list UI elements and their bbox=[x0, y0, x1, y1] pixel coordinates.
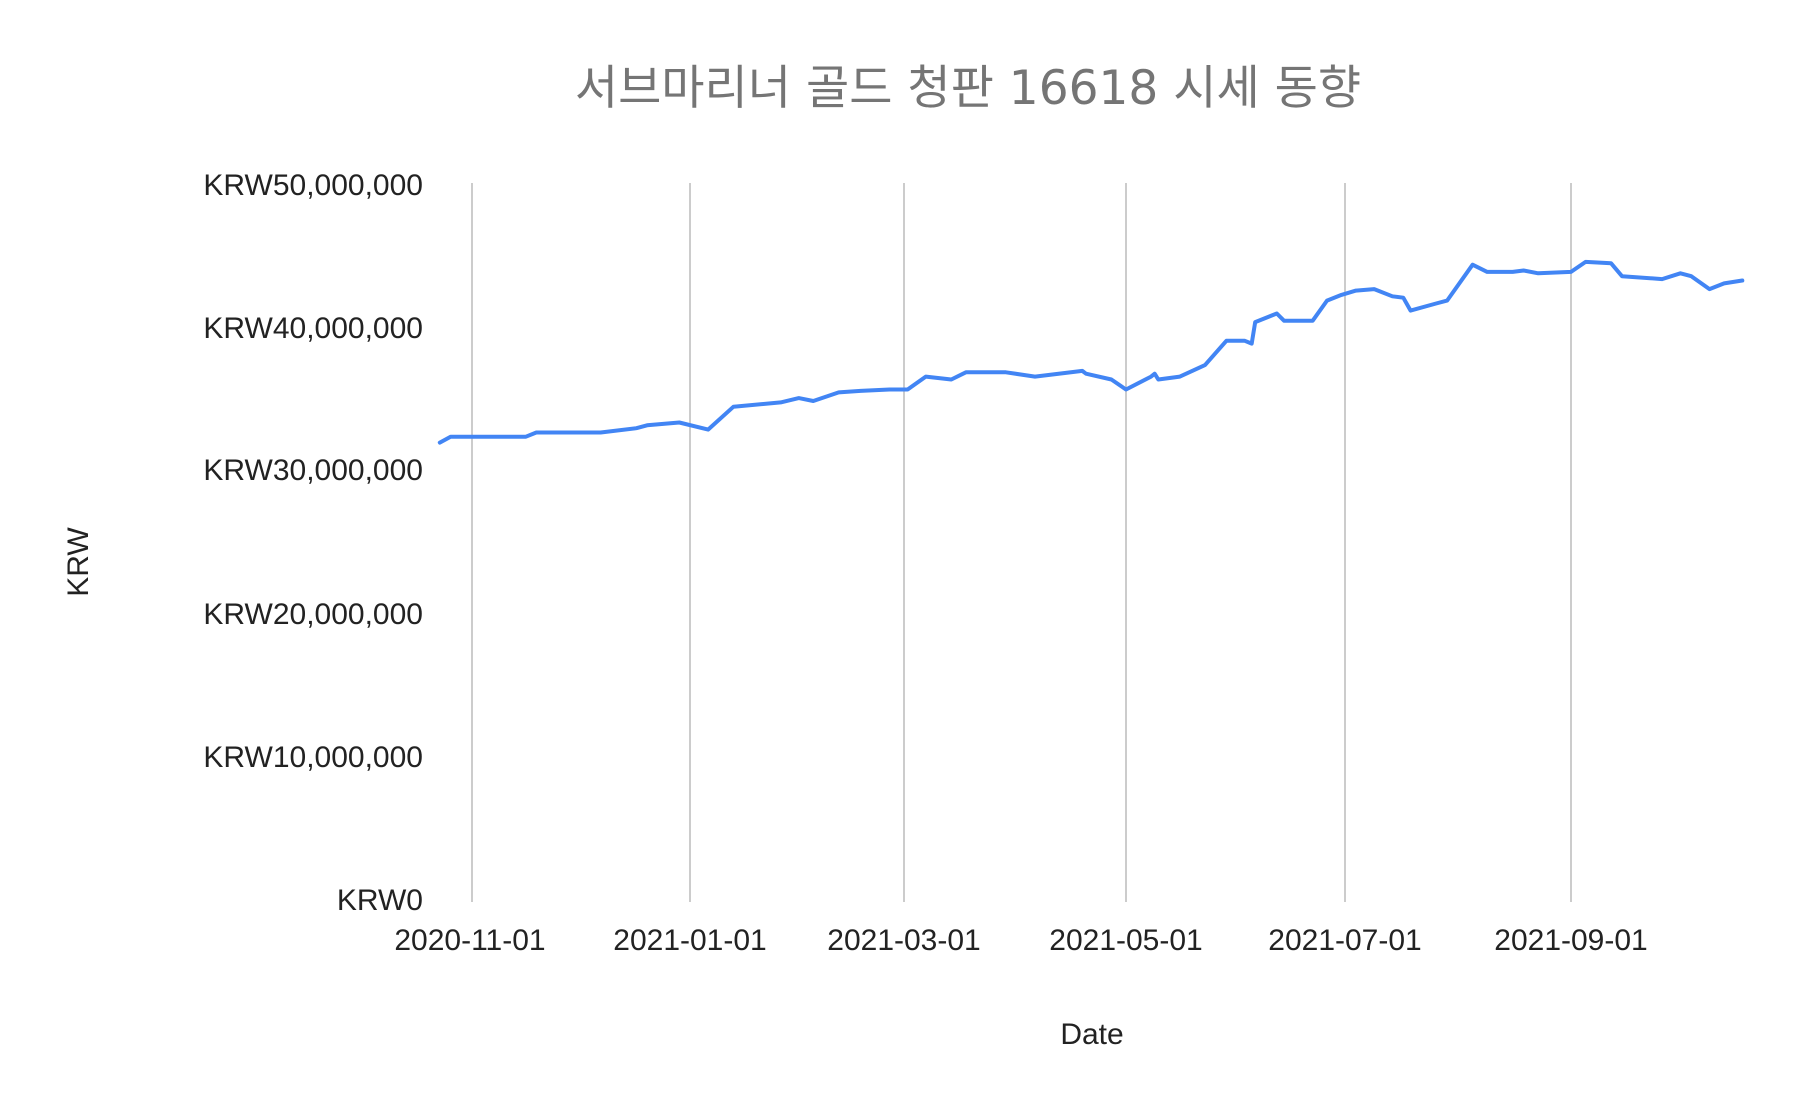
vertical-gridlines bbox=[471, 183, 1572, 902]
y-axis-tick-labels: KRW0 KRW10,000,000 KRW20,000,000 KRW30,0… bbox=[203, 169, 423, 917]
chart-title: 서브마리너 골드 청판 16618 시세 동향 bbox=[575, 61, 1361, 116]
y-tick-label: KRW30,000,000 bbox=[203, 454, 423, 487]
x-axis-title: Date bbox=[1060, 1018, 1123, 1051]
x-tick-label: 2021-03-01 bbox=[827, 924, 980, 957]
price-line-series bbox=[437, 259, 1745, 445]
y-tick-label: KRW50,000,000 bbox=[203, 169, 423, 202]
x-tick-label: 2021-09-01 bbox=[1494, 924, 1647, 957]
x-tick-label: 2021-07-01 bbox=[1268, 924, 1421, 957]
y-tick-label: KRW10,000,000 bbox=[203, 741, 423, 774]
y-tick-label: KRW40,000,000 bbox=[203, 312, 423, 345]
x-tick-label: 2021-01-01 bbox=[613, 924, 766, 957]
x-axis-tick-labels: 2020-11-01 2021-01-01 2021-03-01 2021-05… bbox=[394, 924, 1647, 957]
x-tick-label: 2021-05-01 bbox=[1049, 924, 1202, 957]
y-axis-title: KRW bbox=[62, 527, 95, 597]
x-tick-label: 2020-11-01 bbox=[394, 924, 545, 957]
y-tick-label: KRW0 bbox=[337, 884, 423, 917]
y-tick-label: KRW20,000,000 bbox=[203, 598, 423, 631]
